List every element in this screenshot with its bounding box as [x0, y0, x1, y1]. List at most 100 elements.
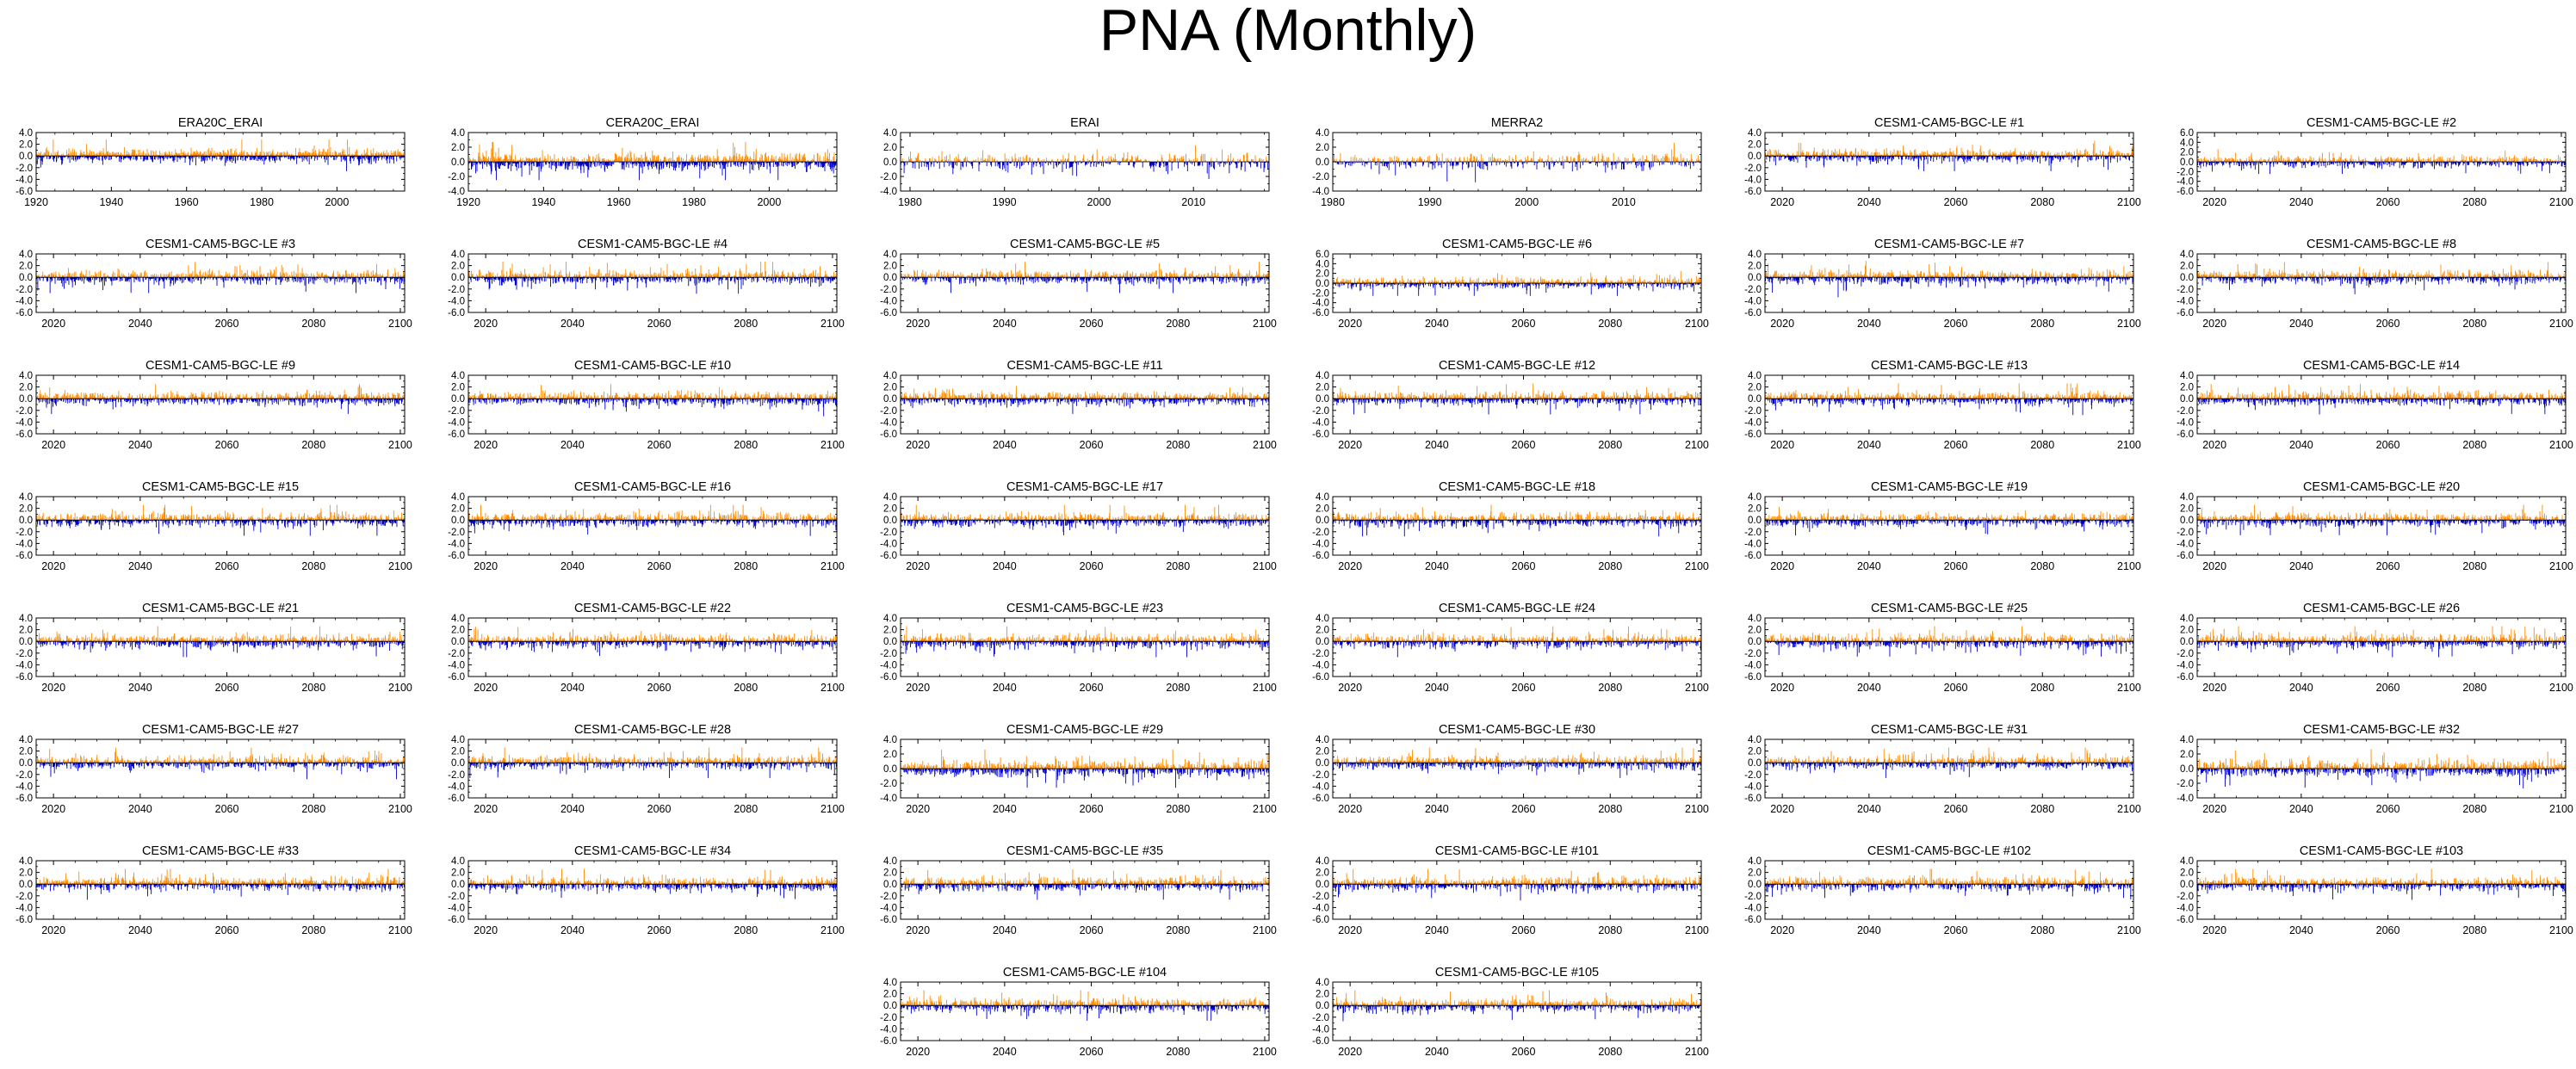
- x-tick-label: 2040: [128, 318, 152, 330]
- y-tick-label: -6.0: [15, 551, 33, 561]
- y-tick-label: -2.0: [2177, 779, 2194, 789]
- panel-title: CESM1-CAM5-BGC-LE #16: [574, 480, 731, 494]
- x-tick-label: 2080: [1166, 924, 1190, 936]
- x-tick-label: 2080: [2462, 318, 2486, 330]
- x-tick-label: 2060: [2376, 318, 2400, 330]
- x-tick-label: 2020: [2202, 318, 2226, 330]
- negative-bars: [2198, 277, 2566, 294]
- x-tick-label: 2060: [2376, 682, 2400, 694]
- negative-bars: [1764, 399, 2134, 416]
- panel: CESM1-CAM5-BGC-LE #101 4.02.00.0 -2.0-4.0 -…: [1312, 844, 1709, 936]
- x-tick-label: 2060: [1080, 803, 1104, 815]
- panel: CESM1-CAM5-BGC-LE #7 4.0 2.00.0 -2.0-4.0 -6.…: [1744, 238, 2141, 330]
- panel-title: CESM1-CAM5-BGC-LE #25: [1871, 602, 2028, 615]
- negative-bars: [1333, 884, 1702, 901]
- y-tick-label: -6.0: [2177, 672, 2194, 683]
- y-tick-label: -4.0: [448, 296, 465, 306]
- panel-title: CESM1-CAM5-BGC-LE #6: [1442, 238, 1592, 251]
- x-tick-label: 2080: [301, 318, 325, 330]
- positive-bars: [36, 384, 405, 399]
- y-tick-label: 2.0: [19, 140, 33, 151]
- panel-title: CESM1-CAM5-BGC-LE #8: [2307, 238, 2456, 251]
- y-tick-label: -4.0: [15, 417, 33, 428]
- x-tick-label: 2060: [1944, 924, 1968, 936]
- x-tick-label: 2100: [2117, 924, 2141, 936]
- y-tick-label: 0.0: [2180, 158, 2194, 168]
- panel-title: CESM1-CAM5-BGC-LE #10: [574, 359, 731, 373]
- x-tick-label: 2020: [1770, 803, 1794, 815]
- positive-bars: [1764, 261, 2133, 278]
- panel-title: CESM1-CAM5-BGC-LE #2: [2307, 116, 2456, 130]
- x-tick-label: 2060: [1512, 439, 1536, 451]
- y-tick-label: 6.0: [1316, 250, 1329, 260]
- y-tick-label: 4.0: [1748, 128, 1762, 139]
- y-tick-label: 6.0: [2180, 128, 2194, 139]
- y-tick-label: -4.0: [15, 539, 33, 549]
- x-tick-label: 2010: [1181, 196, 1205, 208]
- x-tick-label: 1920: [24, 196, 48, 208]
- y-tick-label: -6.0: [1312, 794, 1329, 804]
- y-tick-label: -2.0: [880, 649, 897, 659]
- x-tick-label: 1920: [456, 196, 480, 208]
- negative-bars: [1332, 641, 1701, 658]
- y-tick-label: 0.0: [1748, 637, 1762, 647]
- x-tick-label: 2100: [820, 560, 845, 572]
- negative-bars: [901, 769, 1270, 788]
- x-tick-label: 1980: [1321, 196, 1345, 208]
- panel-title: CESM1-CAM5-BGC-LE #26: [2303, 602, 2460, 615]
- x-tick-label: 2020: [1770, 318, 1794, 330]
- positive-bars: [900, 990, 1268, 1006]
- x-tick-label: 2040: [2289, 682, 2313, 694]
- positive-bars: [2196, 749, 2566, 769]
- panel-title: CESM1-CAM5-BGC-LE #32: [2303, 723, 2460, 737]
- plot-frame: [1332, 738, 1702, 799]
- y-tick-label: 2.0: [2180, 750, 2194, 760]
- panel: CESM1-CAM5-BGC-LE #2 6.04.02.00.0-2.0-4.0…: [2177, 116, 2573, 208]
- y-tick-label: -6.0: [15, 187, 33, 197]
- x-tick-label: 2040: [1425, 439, 1449, 451]
- x-tick-label: 2020: [474, 924, 498, 936]
- x-tick-label: 2040: [128, 803, 152, 815]
- y-tick-label: -2.0: [1312, 649, 1329, 659]
- x-tick-label: 2080: [301, 682, 325, 694]
- x-tick-label: 2040: [1425, 560, 1449, 572]
- negative-bars: [35, 763, 406, 780]
- x-tick-label: 2080: [2030, 560, 2054, 572]
- panel: CESM1-CAM5-BGC-LE #12 4.0 2.00.0-2.0-4.0-6…: [1312, 359, 1709, 451]
- y-tick-label: -6.0: [448, 794, 465, 804]
- x-tick-label: 1940: [99, 196, 123, 208]
- x-tick-label: 2000: [1514, 196, 1539, 208]
- y-tick-label: 0.0: [1748, 516, 1762, 526]
- y-tick-label: 4.0: [2180, 138, 2194, 148]
- x-tick-label: 2080: [734, 803, 758, 815]
- y-tick-label: -2.0: [1744, 892, 1762, 902]
- plot-frame: [1764, 496, 2134, 556]
- y-tick-label: -2.0: [1312, 892, 1329, 902]
- y-tick-label: -4.0: [1312, 539, 1329, 549]
- y-tick-label: -4.0: [2177, 417, 2194, 428]
- y-tick-label: 2.0: [1316, 868, 1329, 879]
- y-tick-label: 2.0: [19, 747, 33, 757]
- y-tick-label: -2.0: [15, 649, 33, 659]
- panel-title: CESM1-CAM5-BGC-LE #29: [1006, 723, 1163, 737]
- x-tick-label: 2080: [1166, 318, 1190, 330]
- y-tick-label: 4.0: [883, 856, 897, 867]
- y-tick-label: 2.0: [1748, 504, 1762, 515]
- y-tick-label: 2.0: [2180, 383, 2194, 393]
- plot-frame: [35, 496, 406, 556]
- x-tick-label: 2020: [906, 318, 930, 330]
- y-tick-label: 4.0: [2180, 250, 2194, 260]
- y-tick-label: 0.0: [1748, 880, 1762, 890]
- y-tick-label: 4.0: [2180, 856, 2194, 867]
- positive-bars: [35, 139, 406, 157]
- y-tick-label: 2.0: [883, 626, 897, 636]
- y-tick-label: 4.0: [883, 250, 897, 260]
- plot-frame: [900, 981, 1270, 1041]
- y-tick-label: 2.0: [883, 868, 897, 879]
- x-tick-label: 2020: [474, 439, 498, 451]
- x-tick-label: 2080: [301, 560, 325, 572]
- y-tick-label: 2.0: [2180, 504, 2194, 515]
- y-tick-label: 0.0: [2180, 880, 2194, 890]
- y-tick-label: -4.0: [880, 539, 897, 549]
- y-tick-label: -6.0: [448, 551, 465, 561]
